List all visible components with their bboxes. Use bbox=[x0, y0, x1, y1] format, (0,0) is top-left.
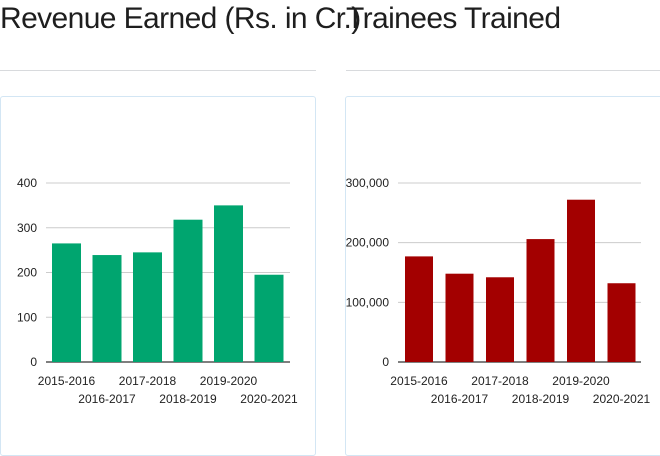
x-tick-label: 2018-2019 bbox=[512, 392, 570, 406]
bar-2017-2018 bbox=[133, 252, 162, 362]
trainees-chart-card bbox=[345, 96, 660, 456]
bar-2019-2020 bbox=[567, 199, 595, 362]
y-tick-label: 0 bbox=[382, 355, 389, 369]
bar-2020-2021 bbox=[607, 283, 636, 362]
y-tick-label: 200 bbox=[17, 266, 37, 280]
x-tick-label: 2018-2019 bbox=[159, 392, 217, 406]
y-tick-label: 300 bbox=[17, 221, 37, 235]
y-tick-label: 100 bbox=[17, 310, 37, 324]
y-tick-label: 0 bbox=[30, 355, 37, 369]
bar-2015-2016 bbox=[405, 256, 433, 362]
x-tick-label: 2020-2021 bbox=[593, 392, 651, 406]
x-tick-label: 2017-2018 bbox=[119, 374, 177, 388]
x-tick-label: 2015-2016 bbox=[38, 374, 96, 388]
x-tick-label: 2019-2020 bbox=[200, 374, 258, 388]
bar-2018-2019 bbox=[526, 239, 555, 362]
x-tick-label: 2015-2016 bbox=[390, 374, 448, 388]
bar-2017-2018 bbox=[486, 277, 514, 362]
y-tick-label: 300,000 bbox=[346, 176, 390, 190]
title-divider bbox=[0, 70, 316, 71]
bar-2016-2017 bbox=[92, 255, 122, 362]
trainees-bar-chart: 0 100,000 200,000 300,000 2015-2016 2016-2017… bbox=[346, 176, 651, 406]
revenue-chart-title: Revenue Earned (Rs. in Cr.) bbox=[0, 2, 361, 35]
x-tick-label: 2016-2017 bbox=[431, 392, 489, 406]
bar-2018-2019 bbox=[173, 219, 203, 362]
bar-2020-2021 bbox=[254, 274, 284, 362]
revenue-bar-chart: 0 100 200 300 400 2015-2016 2016-2017 2017-2018… bbox=[17, 176, 298, 406]
x-tick-label: 2020-2021 bbox=[240, 392, 298, 406]
x-tick-label: 2016-2017 bbox=[78, 392, 136, 406]
trainees-chart-title: Trainees Trained bbox=[346, 2, 561, 35]
y-tick-label: 100,000 bbox=[346, 295, 390, 309]
bar-2019-2020 bbox=[214, 205, 243, 362]
x-tick-label: 2017-2018 bbox=[471, 374, 529, 388]
title-divider bbox=[346, 70, 660, 71]
x-tick-label: 2019-2020 bbox=[552, 374, 610, 388]
bar-2016-2017 bbox=[445, 273, 474, 362]
y-tick-label: 400 bbox=[17, 176, 37, 190]
y-tick-label: 200,000 bbox=[346, 236, 390, 250]
bar-2015-2016 bbox=[52, 243, 81, 362]
